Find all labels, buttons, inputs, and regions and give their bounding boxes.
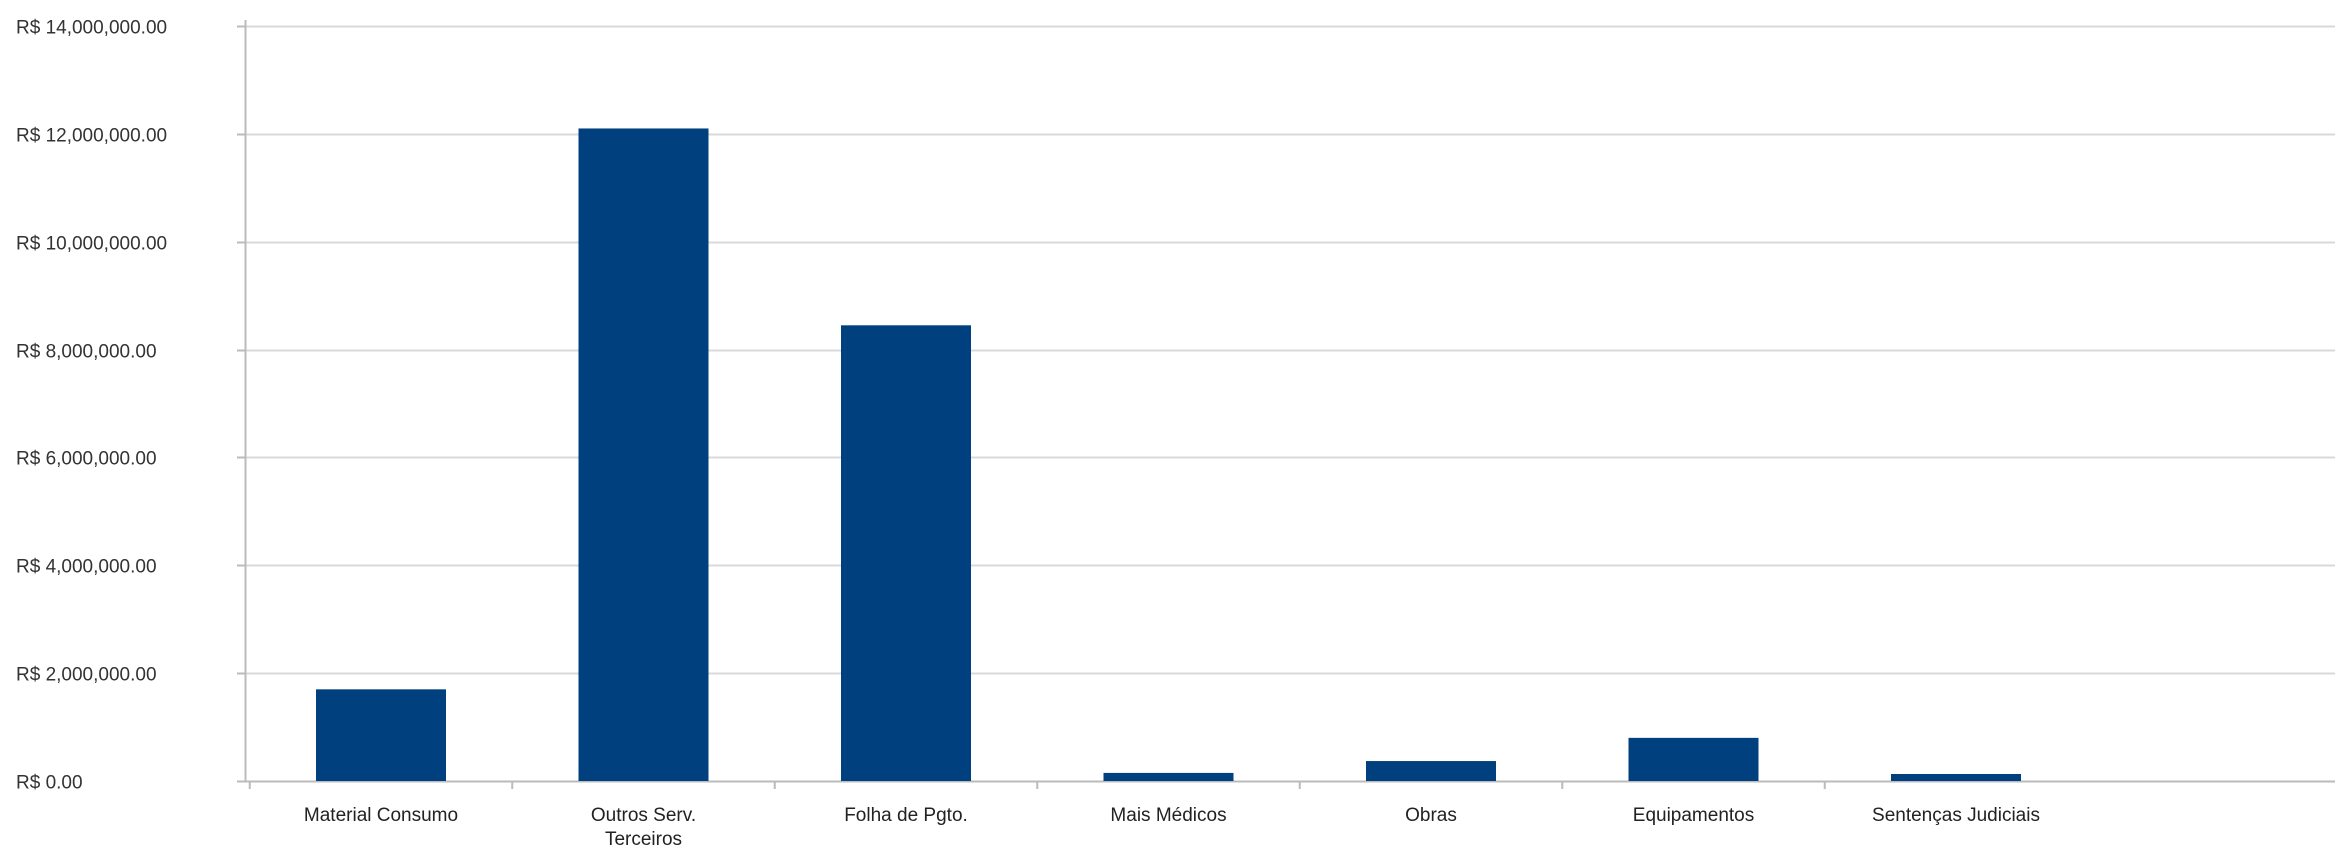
bar [841,325,971,781]
x-category-label: Equipamentos [1633,805,1754,826]
y-tick-label: R$ 14,000,000.00 [16,18,167,39]
bar [1103,772,1234,781]
bar [1366,761,1496,781]
x-category-label: Sentenças Judiciais [1872,805,2040,826]
bar [316,689,446,781]
bar [578,128,709,781]
axes [237,20,2335,789]
y-axis-tick-labels: R$ 0.00 R$ 2,000,000.00 R$ 4,000,000.00 R$ … [16,18,167,794]
bar [1891,773,2021,781]
x-axis-category-labels: Material Consumo Outros Serv. Terceiros Fol… [304,805,2040,850]
x-category-label: Terceiros [605,829,682,850]
y-tick-label: R$ 8,000,000.00 [16,342,157,363]
x-category-label: Outros Serv. [591,805,696,826]
y-tick-label: R$ 4,000,000.00 [16,557,157,578]
y-tick-label: R$ 10,000,000.00 [16,234,167,255]
y-tick-label: R$ 12,000,000.00 [16,126,167,147]
x-category-label: Folha de Pgto. [844,805,968,826]
x-category-label: Mais Médicos [1110,805,1226,826]
bar [1628,737,1759,781]
x-category-label: Material Consumo [304,805,458,826]
y-tick-label: R$ 6,000,000.00 [16,449,157,470]
y-tick-label: R$ 0.00 [16,773,83,794]
gridlines [245,25,2335,675]
y-tick-label: R$ 2,000,000.00 [16,665,157,686]
x-category-label: Obras [1405,805,1457,826]
bars [316,128,2021,781]
